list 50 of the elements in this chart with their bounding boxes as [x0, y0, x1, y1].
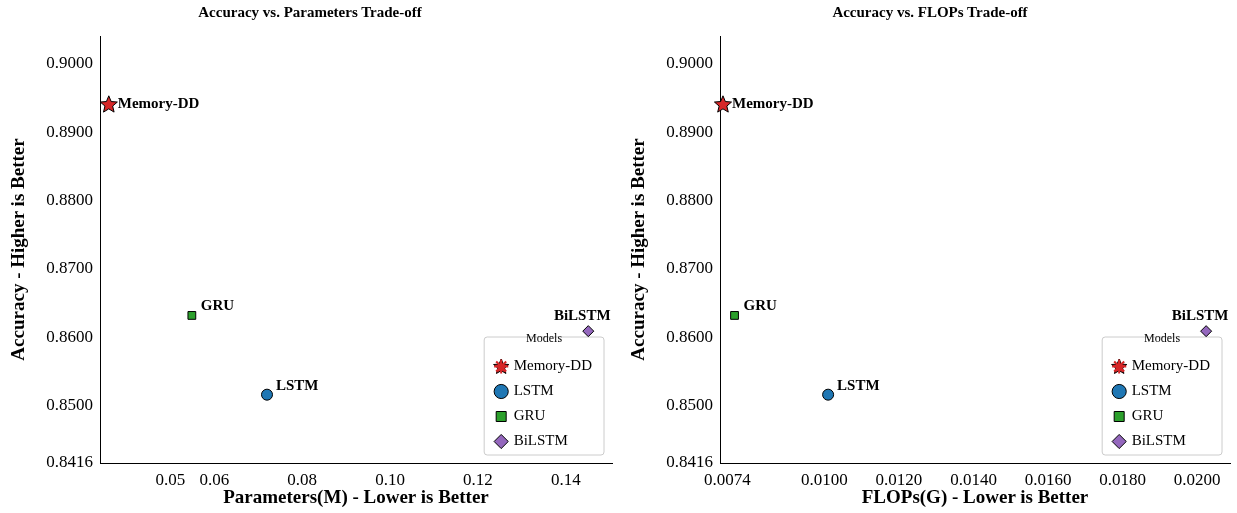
text: Memory-DD: [117, 95, 200, 112]
text: BiLSTM: [1171, 307, 1229, 324]
point: [261, 388, 273, 401]
point: [1200, 325, 1213, 338]
legend-label: Memory-DD: [1131, 357, 1211, 374]
y-tick-label: 0.9000: [666, 53, 713, 73]
point: [187, 311, 197, 320]
y-tick-label: 0.8700: [666, 258, 713, 278]
legend-label: Memory-DD: [513, 357, 593, 374]
legend-label: BiLSTM: [513, 432, 568, 449]
y-tick-label: 0.8800: [46, 190, 93, 210]
text: BiLSTM: [553, 307, 611, 324]
legend-title: Models: [1144, 330, 1181, 345]
text: LSTM: [837, 376, 880, 393]
legend-label: GRU: [1131, 407, 1164, 424]
x-tick-label: 0.0200: [1173, 469, 1221, 489]
y-tick-label: 0.8700: [46, 258, 93, 278]
text: GRU: [200, 297, 235, 314]
legend-label: LSTM: [513, 382, 554, 399]
text: GRU: [743, 297, 777, 314]
y-tick-label: 0.8900: [666, 121, 713, 141]
point: [582, 325, 595, 338]
legend-label: GRU: [513, 407, 546, 424]
y-tick-label: 0.8416: [666, 452, 713, 472]
x-tick-label: 0.05: [155, 469, 186, 489]
legend-label: LSTM: [1131, 382, 1172, 399]
y-axis-title: Accuracy - Higher is Better: [7, 137, 29, 361]
text: Memory-DD: [731, 95, 814, 112]
point: [822, 388, 835, 401]
point: [713, 95, 733, 113]
x-tick-label: 0.14: [550, 469, 582, 489]
legend-label: BiLSTM: [1131, 432, 1186, 449]
y-tick-label: 0.8416: [46, 452, 93, 472]
y-tick-label: 0.8500: [46, 395, 93, 415]
y-tick-label: 0.8900: [46, 121, 93, 141]
text: LSTM: [276, 376, 319, 393]
x-tick-label: 0.0180: [1099, 469, 1147, 489]
y-tick-label: 0.8600: [666, 326, 713, 346]
point: [730, 311, 739, 320]
y-tick-label: 0.8800: [666, 190, 713, 210]
y-axis-title: Accuracy - Higher is Better: [627, 137, 649, 361]
y-tick-label: 0.9000: [46, 53, 93, 73]
chart-title: Accuracy vs. Parameters Trade-off: [198, 3, 423, 20]
point: [99, 95, 118, 113]
legend-title: Models: [526, 330, 563, 345]
chart-title: Accuracy vs. FLOPs Trade-off: [832, 3, 1029, 20]
x-tick-label: 0.0074: [704, 469, 752, 489]
y-tick-label: 0.8500: [666, 395, 713, 415]
x-tick-label: 0.0100: [801, 469, 848, 489]
y-tick-label: 0.8600: [46, 326, 93, 346]
